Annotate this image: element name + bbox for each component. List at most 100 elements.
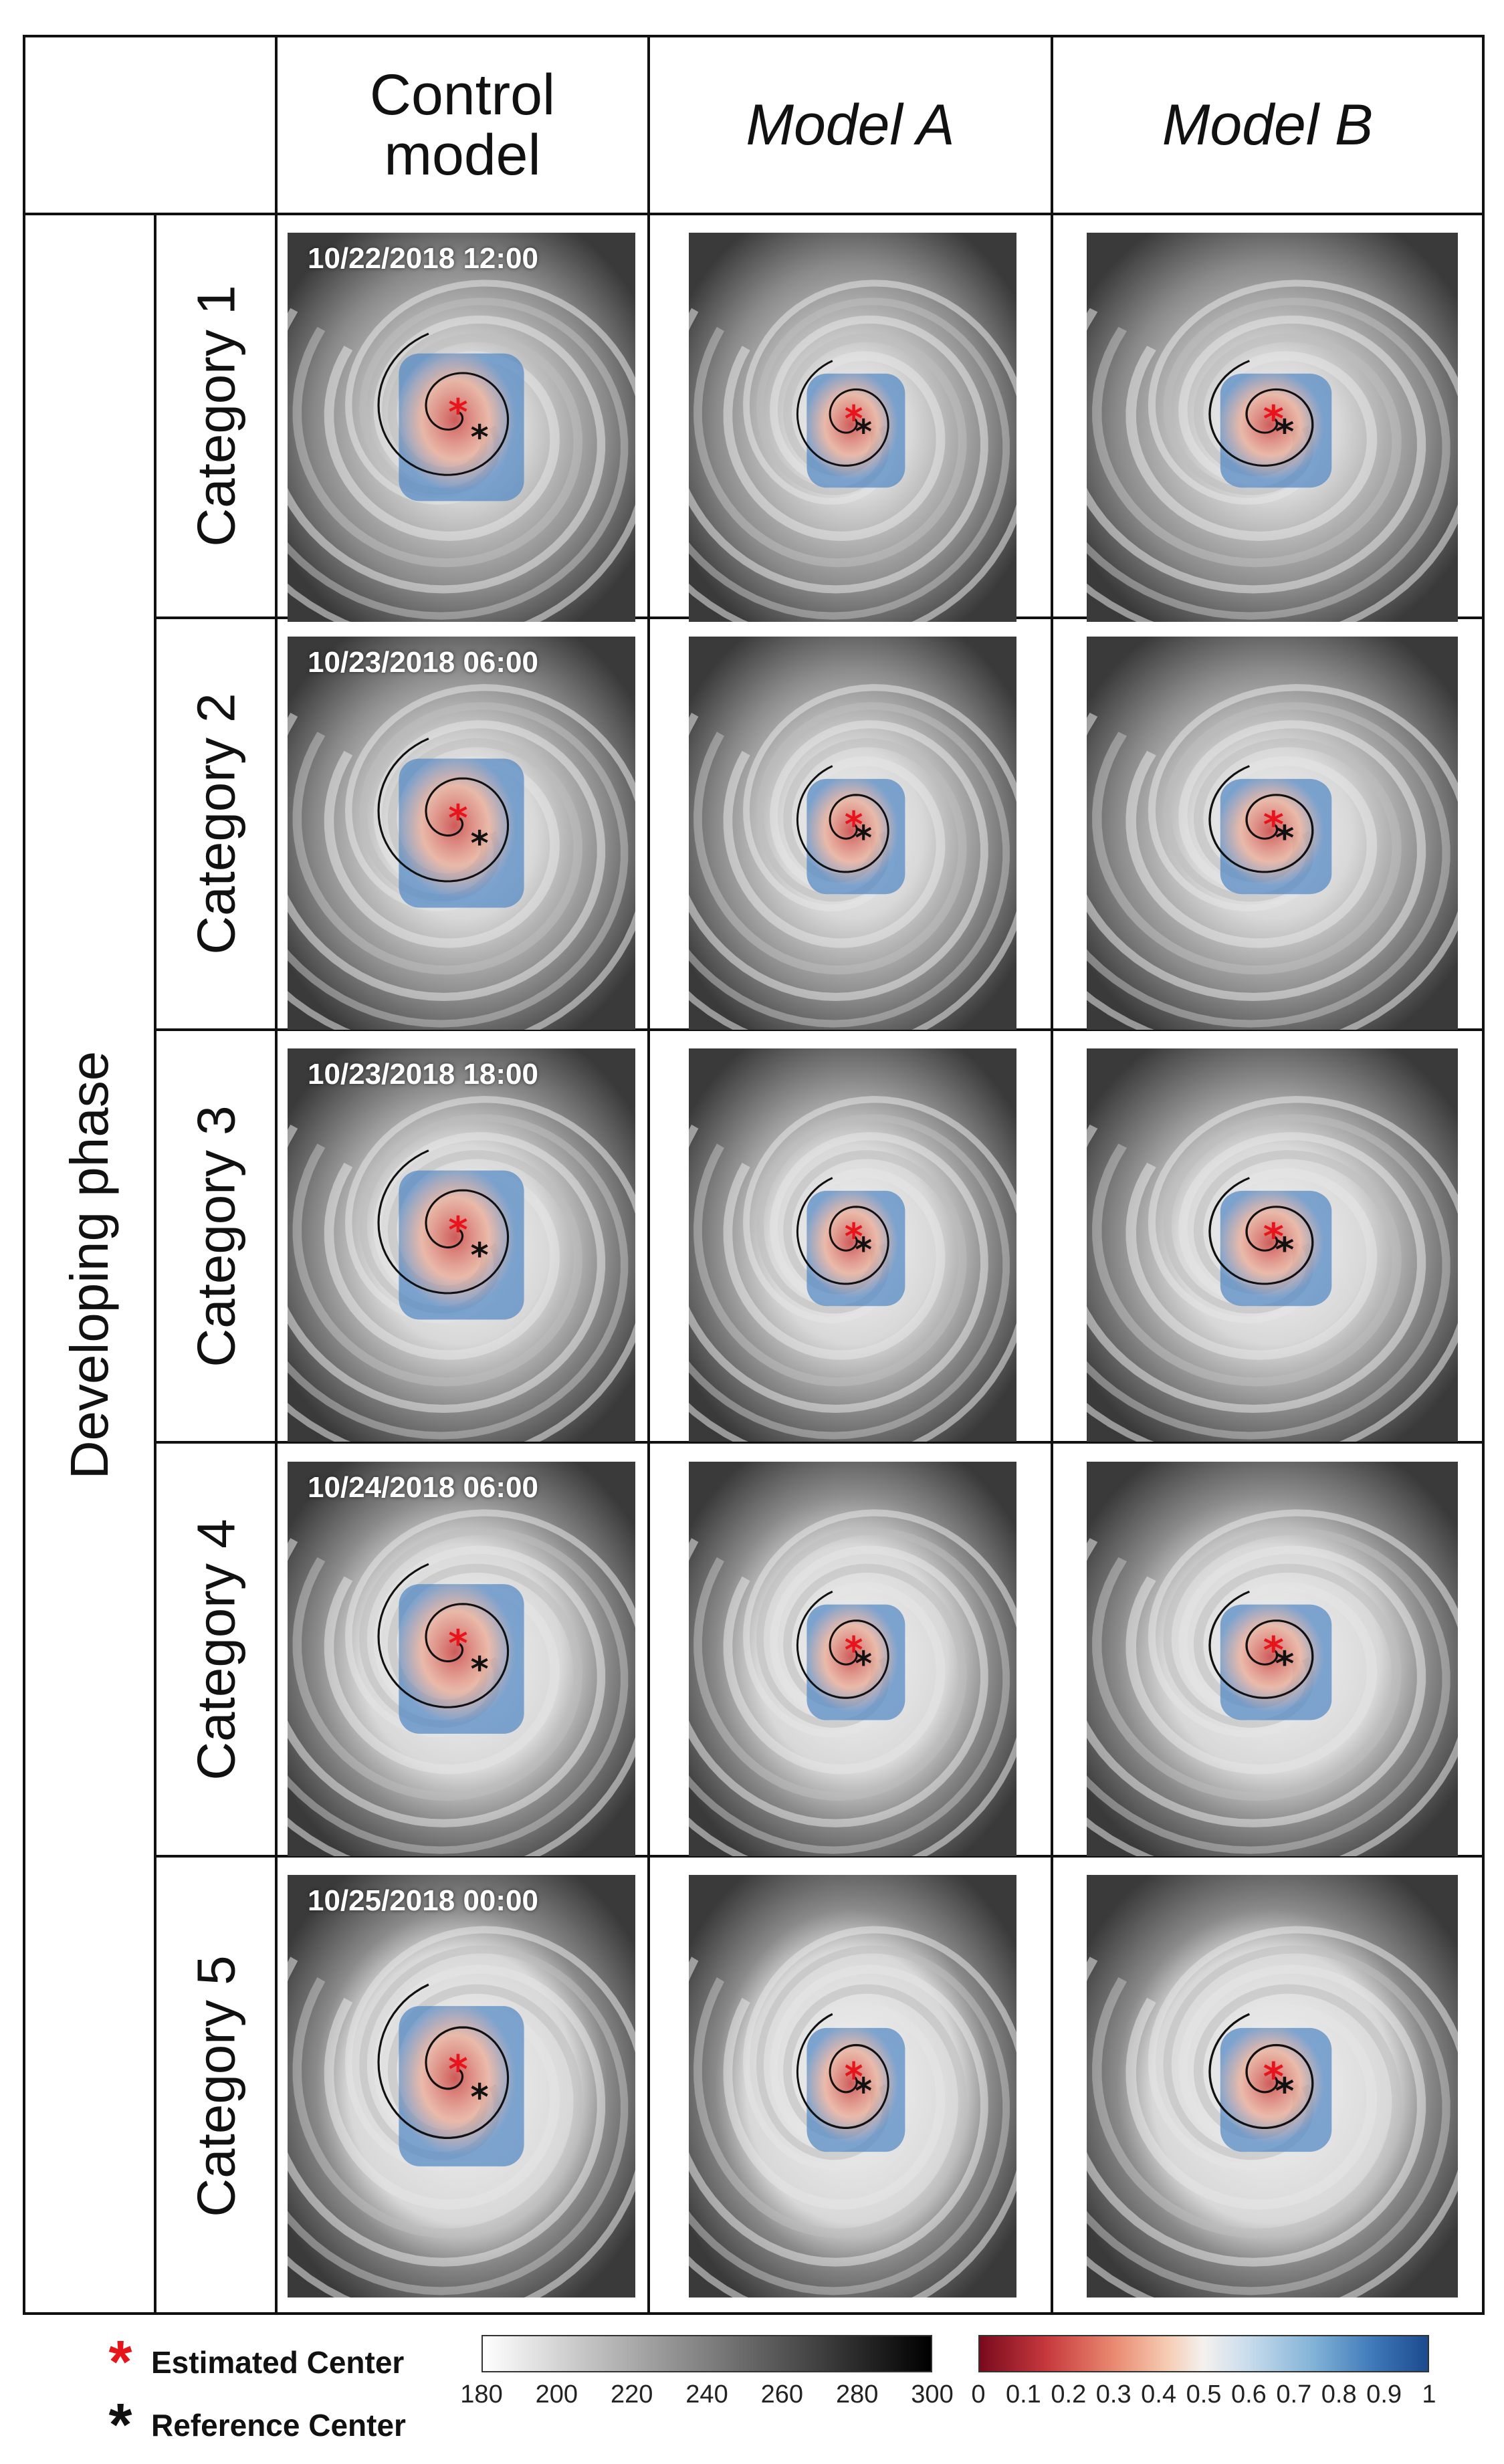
colorbar-tick-label: 0.3	[1095, 2380, 1132, 2409]
reference-center-marker: *	[1275, 2070, 1294, 2112]
satellite-image: **	[689, 637, 1016, 1030]
header-control-model: Control model	[369, 62, 556, 187]
colorbar-tick-label: 0.8	[1321, 2380, 1357, 2409]
fitted-spiral	[1208, 2013, 1314, 2129]
legend-estimated-center: * Estimated Center	[100, 2332, 404, 2392]
panel-timestamp: 10/25/2018 00:00	[308, 1884, 538, 1917]
colorbar-tick-label: 0.4	[1141, 2380, 1177, 2409]
satellite-panel: * * 10/23/2018 18:00	[288, 1048, 635, 1442]
row-divider-3	[154, 1441, 1485, 1444]
satellite-image: **	[1087, 233, 1458, 622]
cloud-band	[1087, 1509, 1458, 1856]
phase-label: Developing phase	[23, 215, 156, 2315]
satellite-panel: * *	[689, 1875, 1016, 2298]
colorbar-tick-label: 0.1	[1005, 2380, 1041, 2409]
satellite-panel: * *	[1087, 1462, 1458, 1856]
colorbar-tick-label: 200	[535, 2380, 578, 2409]
reference-center-marker: *	[471, 419, 489, 457]
column-divider-2	[647, 35, 650, 2315]
satellite-image: **	[689, 1462, 1016, 1856]
cloud-band	[689, 298, 1010, 620]
cloud-band	[689, 1114, 1010, 1440]
fitted-spiral	[377, 1149, 510, 1295]
estimated-center-marker: *	[845, 397, 863, 440]
satellite-panel: * *	[1087, 1875, 1458, 2298]
satellite-image: **	[1087, 1462, 1458, 1856]
estimated-center-marker: *	[448, 798, 467, 840]
cloud-band	[1087, 684, 1458, 1030]
legend-estimated-label: Estimated Center	[151, 2345, 405, 2380]
cloud-band	[689, 684, 1016, 1030]
colorbar-tick-label: 0.7	[1276, 2380, 1312, 2409]
estimated-center-marker: *	[1263, 804, 1284, 847]
satellite-image: **	[1087, 1875, 1458, 2298]
fitted-spiral	[1208, 1177, 1314, 1285]
panel-timestamp: 10/23/2018 06:00	[308, 646, 538, 679]
estimated-center-marker: *	[1263, 1629, 1284, 1672]
fitted-spiral	[796, 360, 889, 467]
category-label-text: Category 2	[187, 693, 247, 955]
estimated-center-marker: *	[1263, 2055, 1284, 2100]
legend-reference-center: * Reference Center	[100, 2392, 405, 2459]
cloud-band	[689, 1096, 1016, 1442]
satellite-panel: * * 10/22/2018 12:00	[288, 233, 635, 622]
colorbar-tick-label: 280	[835, 2380, 879, 2409]
satellite-panel: * *	[689, 637, 1016, 1030]
estimated-center-marker: *	[448, 1210, 467, 1252]
cloud-band	[1087, 702, 1451, 1028]
reference-center-marker: *	[855, 2071, 872, 2113]
category-label-text: Category 3	[187, 1105, 247, 1367]
fitted-spiral	[1208, 1590, 1314, 1699]
fitted-spiral	[377, 1983, 510, 2140]
satellite-panel: * * 10/23/2018 06:00	[288, 637, 635, 1030]
satellite-panel: * *	[1087, 637, 1458, 1030]
fitted-spiral	[1208, 765, 1314, 873]
header-model-a: Model A	[746, 92, 955, 157]
colorbar-brightness-temperature	[481, 2335, 932, 2372]
satellite-image: **	[689, 1875, 1016, 2298]
colorbar-tick-label: 0	[971, 2380, 986, 2409]
reference-center-marker: *	[1275, 1644, 1294, 1684]
fitted-spiral	[796, 2013, 889, 2129]
satellite-panel: * *	[1087, 1048, 1458, 1442]
colorbar-probability	[978, 2335, 1429, 2372]
cloud-band	[1087, 1926, 1458, 2298]
estimated-center-marker: *	[448, 2047, 467, 2093]
colorbar-tick-label: 1	[1422, 2380, 1436, 2409]
cloud-band	[1087, 1114, 1451, 1440]
colorbar-tick-label: 0.6	[1230, 2380, 1267, 2409]
satellite-image: **	[689, 233, 1016, 622]
colorbar-tick-label: 0.9	[1366, 2380, 1402, 2409]
colorbar-tick-label: 300	[911, 2380, 954, 2409]
row-divider-4	[154, 1855, 1485, 1858]
cloud-band	[689, 1509, 1016, 1856]
satellite-panel: * * 10/24/2018 06:00	[288, 1462, 635, 1856]
category-label-3: Category 3	[156, 1031, 277, 1441]
panel-timestamp: 10/24/2018 06:00	[308, 1471, 538, 1504]
reference-center-marker: *	[855, 1644, 872, 1684]
reference-center-marker: *	[471, 1650, 489, 1689]
cloud-band	[1087, 1945, 1451, 2295]
cloud-band	[689, 1945, 1010, 2295]
reference-center-marker: *	[1275, 1230, 1294, 1270]
reference-center-star-icon: *	[108, 2392, 132, 2459]
satellite-panel: * *	[689, 1462, 1016, 1856]
column-divider-1	[275, 35, 278, 2315]
colorbar-tick-label: 240	[685, 2380, 728, 2409]
satellite-panel: * * 10/25/2018 00:00	[288, 1875, 635, 2298]
phase-divider	[154, 213, 156, 2315]
colorbar-tick-label: 0.5	[1186, 2380, 1222, 2409]
estimated-center-marker: *	[845, 1629, 863, 1672]
reference-center-marker: *	[471, 824, 489, 863]
cloud-band	[1087, 298, 1451, 620]
fitted-spiral	[1208, 360, 1314, 467]
satellite-image: **	[288, 1048, 635, 1442]
cloud-band	[1087, 1527, 1451, 1854]
category-label-1: Category 1	[156, 215, 277, 617]
satellite-image: **	[288, 233, 635, 622]
category-label-text: Category 1	[187, 285, 247, 547]
satellite-image: **	[689, 1048, 1016, 1442]
reference-center-marker: *	[855, 413, 872, 452]
panel-timestamp: 10/23/2018 18:00	[308, 1058, 538, 1091]
reference-center-marker: *	[471, 2076, 489, 2118]
